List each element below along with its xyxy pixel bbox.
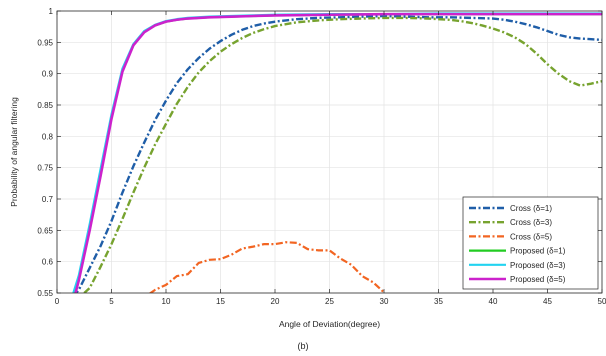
figure-caption: (b) — [298, 341, 309, 351]
x-axis-title: Angle of Deviation(degree) — [279, 319, 380, 329]
y-tick-label: 0.85 — [37, 101, 53, 110]
series-line-6 — [74, 12, 602, 293]
y-tick-label: 0.9 — [42, 70, 54, 79]
series-line-2 — [83, 16, 602, 293]
x-tick-label: 45 — [543, 297, 552, 306]
legend-label-1: Cross (δ=1) — [510, 204, 552, 213]
y-tick-label: 0.7 — [42, 195, 54, 204]
legend-label-4: Proposed (δ=1) — [510, 247, 566, 256]
series-line-1 — [74, 14, 602, 293]
legend-label-5: Proposed (δ=3) — [510, 261, 566, 270]
x-tick-label: 0 — [55, 297, 60, 306]
x-tick-label: 25 — [325, 297, 334, 306]
legend: Cross (δ=1) Cross (δ=3) Cross (δ=5) Propose… — [462, 196, 599, 290]
x-tick-label: 5 — [109, 297, 114, 306]
x-tick-label: 10 — [162, 297, 171, 306]
x-tick-label: 50 — [598, 297, 606, 306]
y-axis-title: Probability of angular filtering — [9, 97, 19, 207]
legend-box — [462, 196, 599, 290]
y-tick-label: 1 — [49, 7, 54, 16]
x-tick-label: 30 — [380, 297, 389, 306]
legend-label-2: Cross (δ=3) — [510, 218, 552, 227]
x-tick-label: 20 — [271, 297, 280, 306]
y-tick-label: 0.6 — [42, 258, 54, 267]
series-line-3 — [149, 241, 385, 293]
axis-ticks: 0 5 10 15 20 25 30 35 40 45 50 0.55 0.6 0.65 0.7 0.75 0.… — [37, 7, 606, 306]
y-tick-label: 0.55 — [37, 289, 53, 298]
x-tick-label: 35 — [434, 297, 443, 306]
y-tick-label: 0.95 — [37, 38, 53, 47]
y-tick-label: 0.8 — [42, 132, 54, 141]
y-tick-label: 0.75 — [37, 164, 53, 173]
x-tick-label: 40 — [489, 297, 498, 306]
y-tick-label: 0.65 — [37, 226, 53, 235]
series-lines — [72, 12, 602, 293]
legend-label-6: Proposed (δ=5) — [510, 275, 566, 284]
legend-label-3: Cross (δ=5) — [510, 232, 552, 241]
x-tick-label: 15 — [216, 297, 225, 306]
